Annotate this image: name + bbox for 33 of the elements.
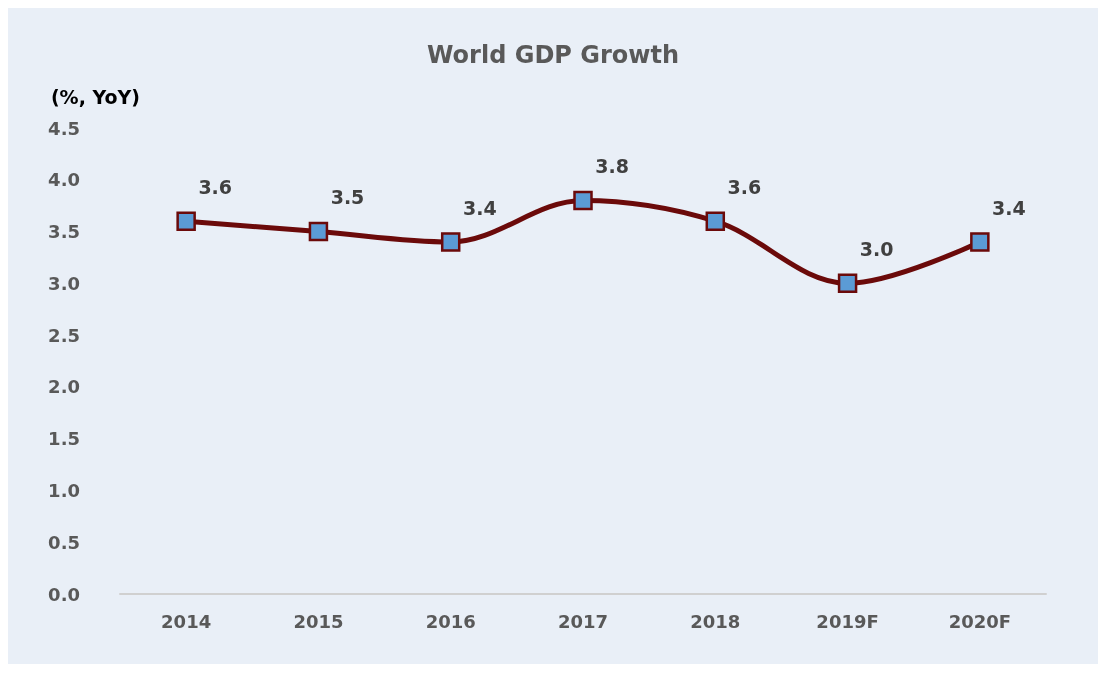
x-tick-label: 2016	[425, 610, 476, 632]
data-label: 3.5	[330, 186, 365, 209]
x-tick-label: 2014	[161, 610, 212, 632]
x-tick-label: 2020F	[948, 610, 1012, 632]
y-tick-label: 4.0	[48, 169, 80, 191]
point	[837, 273, 858, 294]
y-tick-label: 3.5	[48, 221, 80, 243]
point	[308, 221, 329, 242]
point	[176, 211, 196, 231]
point	[705, 211, 726, 231]
x-tick-label: 2017	[557, 610, 609, 632]
y-tick-label: 4.5	[48, 117, 80, 139]
data-label: 3.6	[727, 175, 762, 198]
y-tick-label: 1.0	[48, 479, 80, 501]
y-tick-label: 3.0	[48, 272, 80, 294]
x-tick-label: 2015	[293, 610, 344, 632]
y-tick-label: 0.5	[48, 531, 80, 553]
point	[440, 232, 461, 252]
chart-title: World GDP Growth	[426, 41, 680, 69]
y-tick-label: 0.0	[48, 583, 80, 605]
data-label: 3.6	[198, 175, 233, 198]
data-label: 3.4	[462, 196, 497, 219]
data-label: 3.8	[595, 155, 629, 178]
y-axis-title: (%, YoY)	[50, 85, 140, 108]
y-tick-label: 1.5	[48, 428, 80, 450]
point	[970, 232, 990, 252]
data-label: 3.4	[992, 196, 1026, 219]
x-tick-label: 2019F	[816, 610, 879, 632]
y-tick-label: 2.5	[48, 324, 80, 346]
x-tick-label: 2018	[690, 610, 741, 632]
y-tick-label: 2.0	[48, 376, 80, 398]
point	[573, 190, 593, 211]
data-label: 3.0	[859, 238, 894, 261]
